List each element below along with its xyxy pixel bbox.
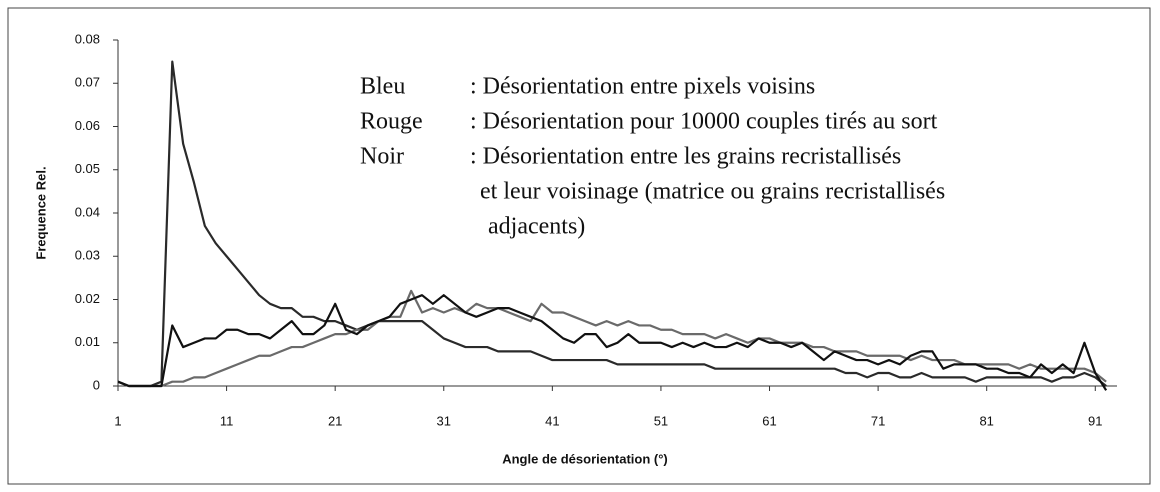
y-tick-label: 0.01 bbox=[75, 334, 100, 349]
y-axis-title: Frequence Rel. bbox=[33, 166, 48, 259]
x-tick-label: 41 bbox=[545, 413, 559, 428]
annotation-label: Bleu bbox=[360, 74, 405, 100]
x-tick-label: 21 bbox=[328, 413, 342, 428]
y-tick-label: 0.02 bbox=[75, 291, 100, 306]
y-tick-label: 0.05 bbox=[75, 161, 100, 176]
annotation-text: : Désorientation entre pixels voisins bbox=[470, 74, 815, 100]
x-tick-label: 91 bbox=[1088, 413, 1102, 428]
y-tick-label: 0.06 bbox=[75, 118, 100, 133]
annotation-label: Rouge bbox=[360, 109, 423, 135]
x-tick-label: 81 bbox=[979, 413, 993, 428]
x-tick-label: 51 bbox=[654, 413, 668, 428]
y-tick-label: 0.03 bbox=[75, 248, 100, 263]
y-tick-label: 0.07 bbox=[75, 75, 100, 90]
y-tick-label: 0 bbox=[93, 377, 100, 392]
annotation-text: : Désorientation pour 10000 couples tiré… bbox=[470, 109, 938, 135]
x-tick-label: 11 bbox=[220, 413, 234, 428]
series-line bbox=[117, 294, 1108, 391]
series-line bbox=[117, 60, 1107, 388]
x-tick-label: 1 bbox=[114, 413, 121, 428]
chart-frame bbox=[7, 7, 1151, 485]
annotation-label: Noir bbox=[360, 144, 404, 170]
x-tick-label: 71 bbox=[871, 413, 885, 428]
annotation-text: et leur voisinage (matrice ou grains rec… bbox=[480, 179, 945, 205]
y-tick-label: 0.08 bbox=[75, 31, 100, 46]
x-tick-label: 31 bbox=[437, 413, 451, 428]
annotation-text: : Désorientation entre les grains recris… bbox=[470, 144, 901, 170]
x-tick-label: 61 bbox=[762, 413, 776, 428]
annotation-text: adjacents) bbox=[488, 214, 585, 240]
series-line bbox=[117, 289, 1107, 388]
x-axis-title: Angle de désorientation (°) bbox=[502, 451, 668, 466]
y-tick-label: 0.04 bbox=[75, 204, 100, 219]
